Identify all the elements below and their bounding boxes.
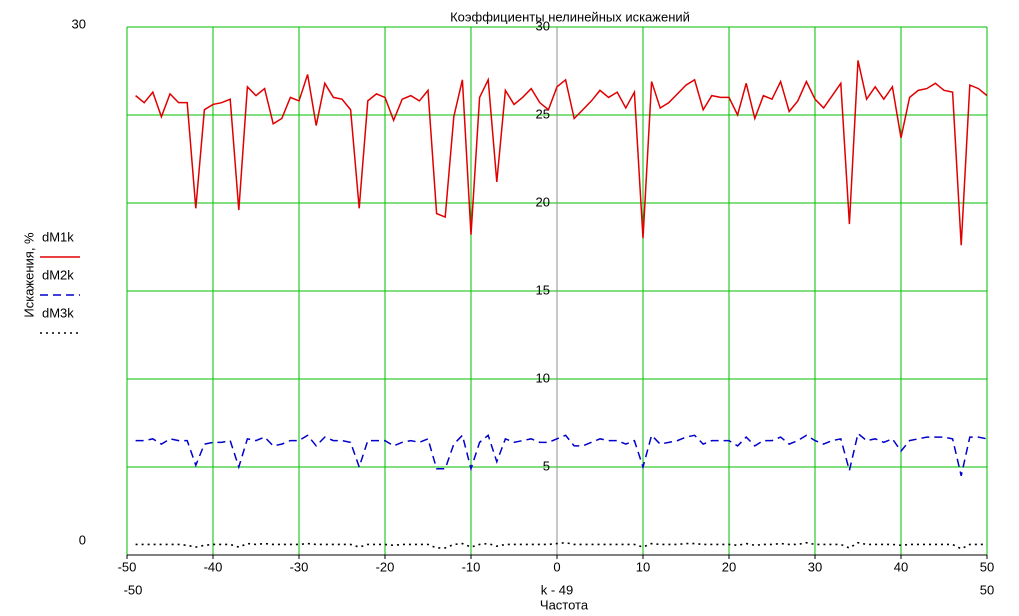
x-axis-sublabel: Частота [540, 597, 589, 612]
y-tick-label: 20 [536, 194, 550, 209]
legend-label: dM2k [42, 267, 74, 282]
x-tick-label: 10 [636, 559, 650, 574]
y-limit-label: 0 [79, 532, 86, 547]
x-tick-label: 50 [980, 559, 994, 574]
x-tick-label: 40 [894, 559, 908, 574]
x-tick-label: -10 [462, 559, 481, 574]
x-tick-label: -20 [376, 559, 395, 574]
y-axis-label: Искажения, % [21, 232, 36, 318]
data-line [135, 60, 988, 246]
y-tick-label: 5 [543, 458, 550, 473]
y-tick-label: 15 [536, 282, 550, 297]
y-tick-label: 10 [536, 370, 550, 385]
x-tick-label: 0 [553, 559, 560, 574]
x-limit-label: -50 [124, 582, 143, 597]
y-tick-label: 25 [536, 106, 550, 121]
x-tick-label: -50 [118, 559, 137, 574]
x-limit-label: 50 [980, 582, 994, 597]
x-tick-label: 20 [722, 559, 736, 574]
data-line [135, 541, 987, 550]
data-line [135, 432, 988, 476]
legend-label: dM1k [42, 229, 74, 244]
x-tick-label: -40 [204, 559, 223, 574]
y-tick-label: 30 [536, 18, 550, 33]
y-limit-label: 30 [72, 16, 86, 31]
chart-title: Коэффициенты нелинейных искажений [450, 9, 690, 24]
x-tick-label: -30 [290, 559, 309, 574]
legend-label: dM3k [42, 305, 74, 320]
x-tick-label: 30 [808, 559, 822, 574]
x-axis-label: k - 49 [541, 582, 574, 597]
